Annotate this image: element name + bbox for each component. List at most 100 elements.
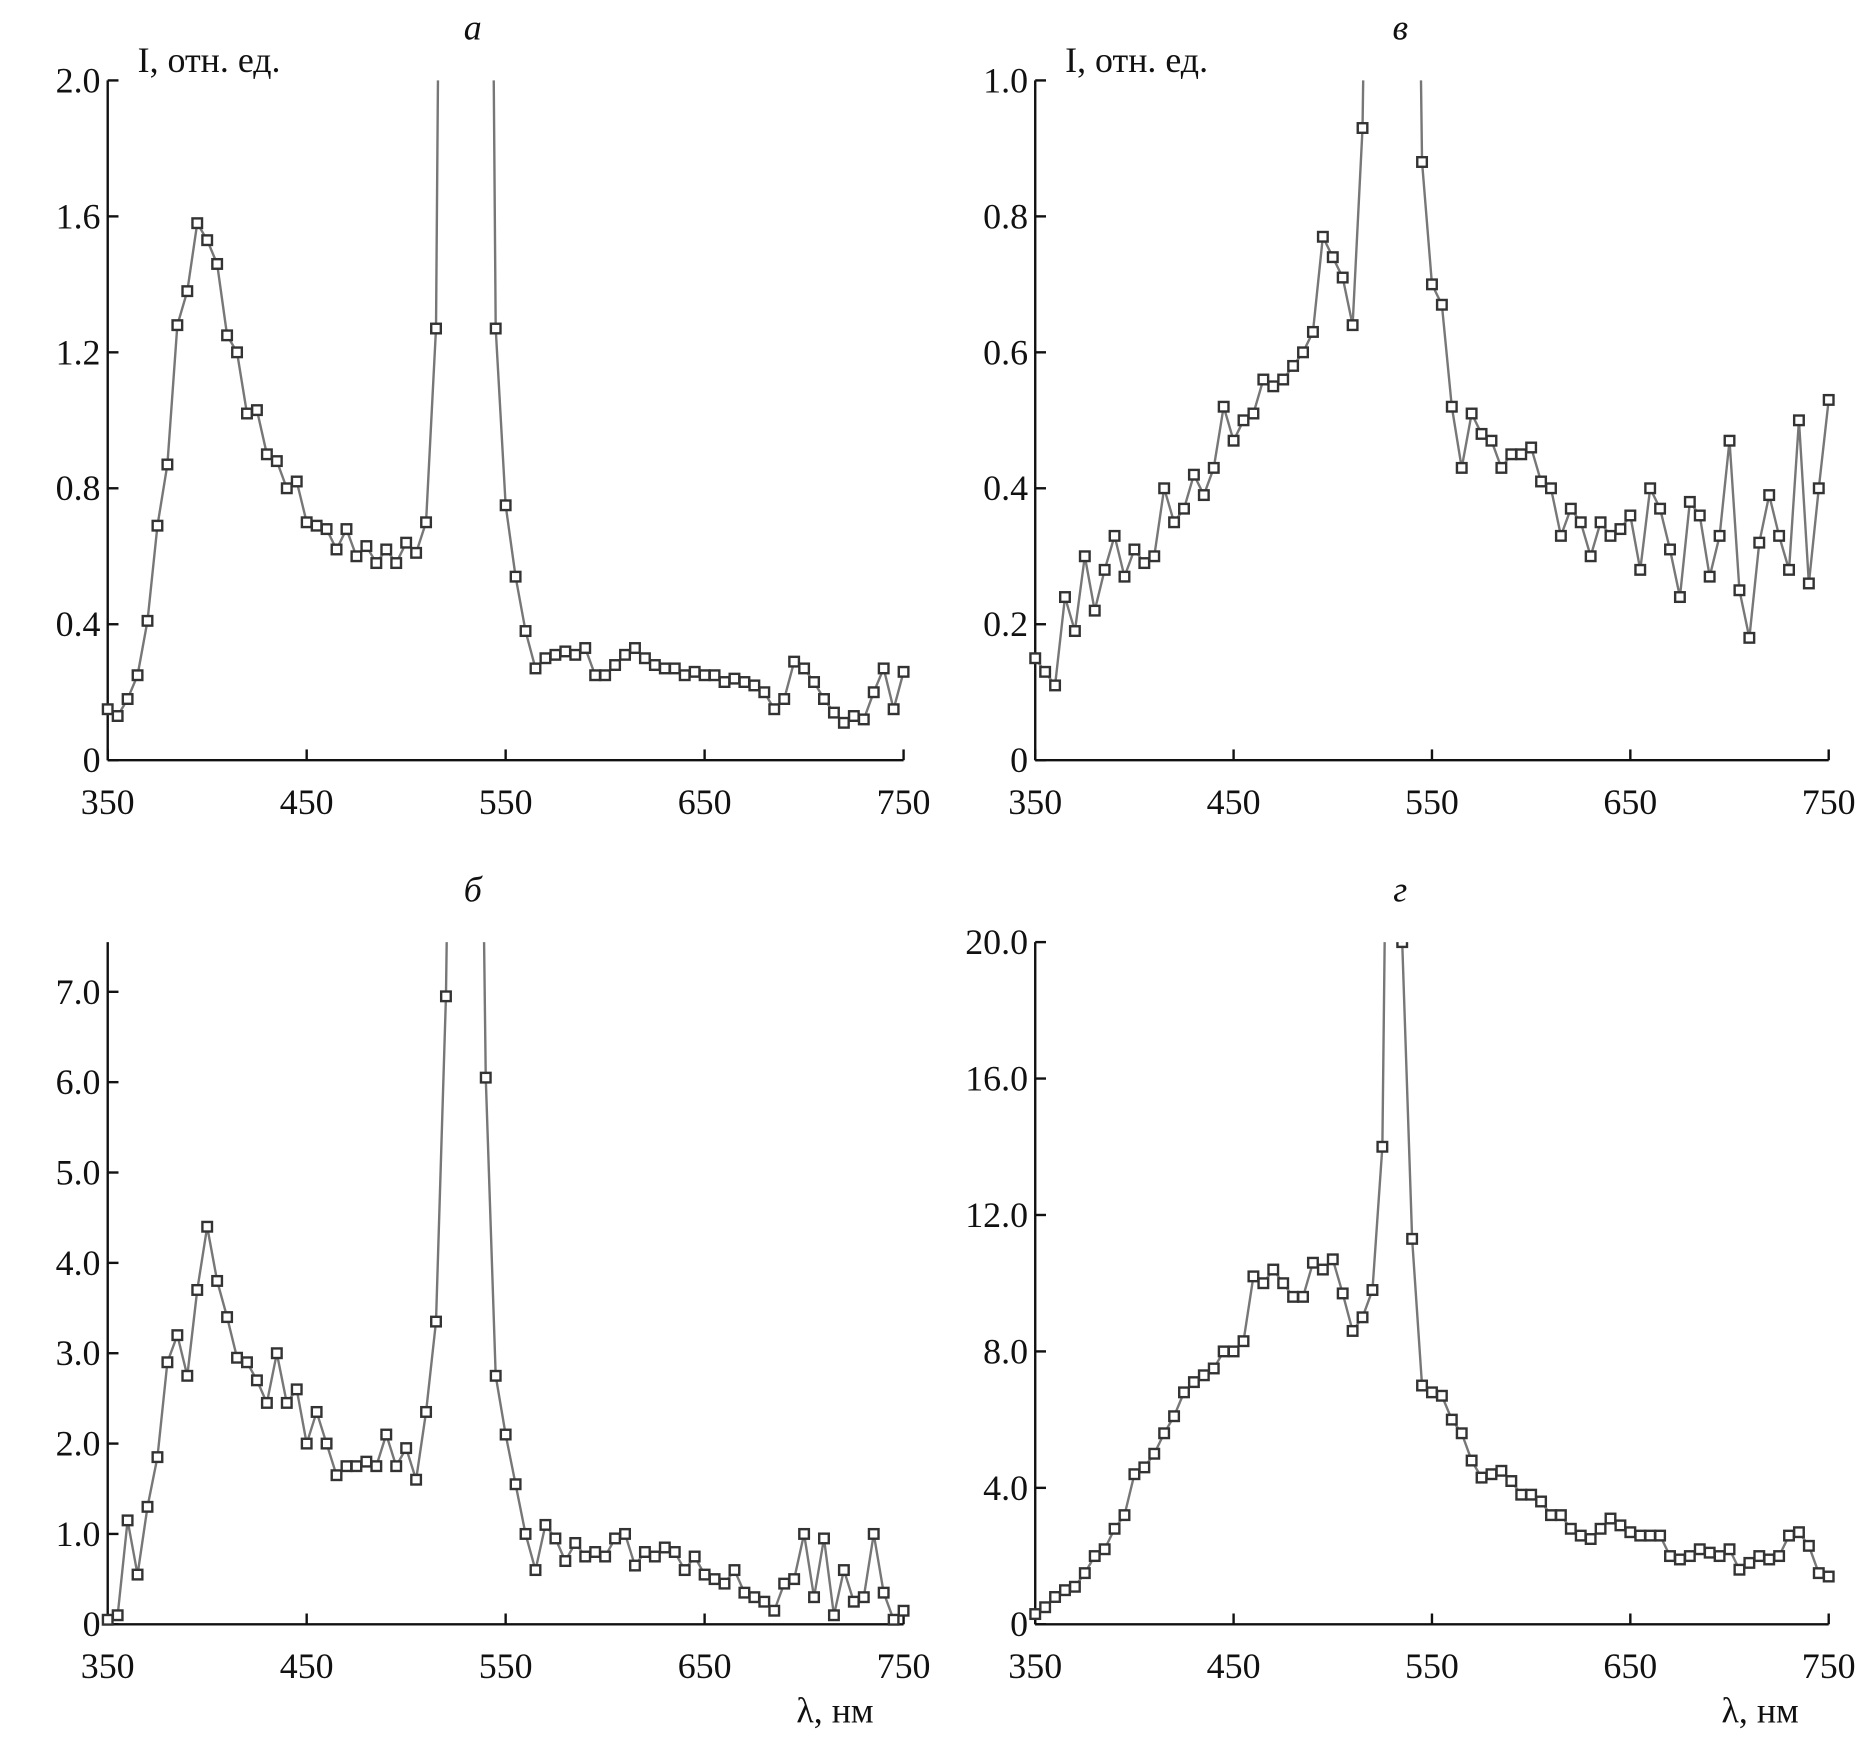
data-point [1068,625,1081,638]
data-point [1693,1543,1706,1556]
data-point [1148,550,1161,563]
data-point [1713,1550,1726,1563]
data-point [1316,230,1329,243]
data-point [241,1356,253,1369]
data-point [1743,1556,1756,1569]
data-point [380,1428,393,1441]
data-point [370,1460,383,1473]
data-point [1207,1362,1220,1375]
data-point [1465,1454,1478,1467]
data-point [111,1609,124,1622]
data-point [360,540,373,553]
data-point [1158,482,1171,495]
data-point [818,693,830,706]
y-tick-label: 0.4 [983,468,1028,508]
data-point [451,264,461,274]
data-point [1306,1256,1319,1269]
data-point [1723,434,1736,447]
data-point [1584,1533,1597,1545]
data-point [1445,400,1458,413]
data-point [410,546,423,559]
x-tick-label: 550 [479,782,533,822]
data-point [121,1514,134,1527]
data-point [808,1591,821,1604]
data-point [1475,1471,1488,1484]
data-point [1388,255,1398,265]
data-point [847,1595,860,1608]
data-point [1644,1529,1657,1542]
data-point [161,1356,174,1369]
data-point [1614,523,1627,536]
data-point [1644,482,1657,495]
y-tick-label: 1.0 [983,60,1028,100]
data-point [151,1451,164,1464]
data-point [569,648,582,661]
data-point [1039,665,1052,678]
data-point [1505,448,1518,461]
data-point [1525,441,1538,454]
data-point [201,1220,214,1233]
data-point [658,662,671,675]
data-point [270,1347,283,1360]
data-point [718,1577,731,1590]
data-point [1763,1553,1776,1566]
data-point [1554,529,1567,542]
data-point [1495,461,1508,474]
data-point [231,346,244,359]
spectrum-line [1034,942,1830,1616]
data-point [1445,1413,1458,1426]
data-point [798,1527,811,1540]
data-point [1783,1529,1796,1542]
data-point [1564,502,1577,515]
data-point [1673,1553,1686,1566]
data-point [708,669,721,682]
data-point [1664,1550,1676,1563]
data-point [499,499,512,512]
data-point [788,1573,801,1586]
data-point [688,665,701,678]
y-tick-label: 0.8 [56,468,101,508]
data-point [1297,1290,1310,1303]
data-point [1078,550,1091,563]
data-point [380,543,393,556]
data-point [1783,563,1796,576]
data-point [559,1555,572,1568]
x-tick-label: 450 [1207,782,1261,822]
data-point [539,652,552,665]
x-tick-label: 650 [1603,782,1657,822]
data-point [1247,1270,1260,1283]
data-point [619,648,632,661]
data-point [1604,1512,1617,1525]
data-point [370,557,383,570]
x-tick-label: 350 [81,782,135,822]
x-axis-label: λ, нм [1722,1690,1799,1730]
data-point [1316,1263,1329,1276]
x-tick-label: 550 [479,1646,533,1686]
data-point [1049,679,1062,692]
y-tick-label: 12.0 [965,1195,1028,1235]
data-point [191,217,204,230]
data-point [1058,1584,1071,1597]
data-point [250,404,263,417]
y-tick-label: 0.2 [983,604,1028,644]
data-point [728,672,741,685]
data-point [420,516,433,529]
data-point [141,1500,154,1513]
data-point [280,1396,293,1409]
data-point [1822,393,1835,406]
data-point [1217,1345,1230,1358]
data-point [390,557,403,570]
data-point [1098,563,1111,576]
data-point [161,458,174,471]
data-point [1425,278,1438,291]
data-point [260,1396,273,1409]
data-point [181,285,194,298]
data-point [340,523,353,536]
data-point [877,662,890,675]
data-point [1376,1140,1389,1153]
data-point [668,1546,681,1558]
data-point [1168,516,1181,529]
data-point [1416,1379,1429,1392]
data-point [1108,1522,1121,1535]
